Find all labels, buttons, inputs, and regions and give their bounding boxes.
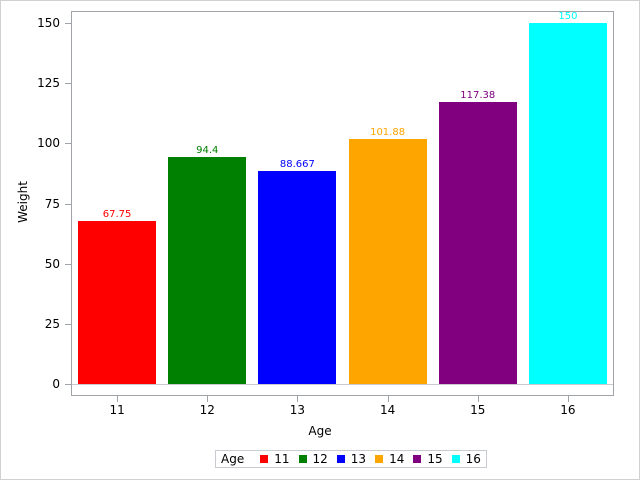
x-tick-label: 16: [560, 403, 576, 417]
legend-title: Age: [221, 452, 245, 466]
bar-age-11[interactable]: [78, 220, 157, 384]
bar-age-16[interactable]: [528, 23, 607, 384]
y-tick: [65, 384, 71, 385]
y-tick: [65, 203, 71, 205]
y-tick-label: 100: [37, 136, 60, 151]
legend-swatch-icon: [451, 455, 460, 463]
y-tick: [65, 83, 71, 85]
x-tick-label: 12: [199, 403, 215, 417]
legend-label: 14: [389, 452, 405, 466]
bar-age-14[interactable]: [348, 138, 427, 384]
y-tick-label: 125: [37, 76, 60, 91]
x-tick-label: 15: [470, 403, 486, 417]
y-tick: [65, 143, 71, 145]
x-tick: [297, 396, 298, 402]
bar-value-label: 117.38: [460, 89, 496, 101]
legend-swatch-icon: [336, 455, 345, 463]
x-tick-label: 13: [289, 403, 306, 417]
y-axis-title: Weight: [16, 181, 30, 223]
x-tick: [478, 396, 479, 402]
x-tick: [207, 396, 208, 402]
bar-value-label: 101.88: [370, 126, 406, 138]
legend-item-16: 16: [451, 452, 481, 466]
y-tick-label: 150: [37, 16, 60, 30]
y-tick-label: 25: [44, 316, 60, 331]
zero-baseline: [72, 384, 613, 385]
legend-swatch-icon: [260, 455, 269, 463]
legend-item-14: 14: [375, 452, 404, 466]
bar-age-12[interactable]: [168, 156, 247, 384]
legend-label: 16: [465, 452, 481, 466]
bar-value-label: 88.667: [279, 158, 315, 170]
legend-swatch-icon: [375, 455, 384, 463]
legend-label: 13: [350, 452, 367, 466]
y-tick: [65, 263, 71, 265]
legend: Age 11 12 13 14 15 16: [215, 450, 487, 468]
x-tick-label: 14: [379, 403, 396, 417]
x-tick: [388, 396, 389, 402]
x-tick: [117, 396, 118, 402]
legend-label: 15: [427, 452, 443, 466]
legend-label: 12: [312, 452, 328, 466]
bar-value-label: 150: [558, 11, 578, 22]
y-tick-label: 75: [44, 196, 60, 211]
y-tick: [65, 23, 71, 24]
legend-swatch-icon: [413, 455, 422, 463]
plot-area: [71, 11, 614, 396]
x-axis-title: Age: [308, 424, 332, 438]
bar-value-label: 94.4: [196, 144, 219, 156]
y-tick: [65, 323, 71, 325]
legend-item-12: 12: [298, 452, 328, 466]
bar-age-15[interactable]: [438, 101, 517, 384]
legend-item-11: 11: [260, 452, 290, 466]
legend-item-13: 13: [336, 452, 367, 466]
y-tick-label: 50: [44, 256, 60, 271]
x-tick: [568, 396, 569, 402]
legend-swatch-icon: [298, 455, 307, 463]
legend-item-15: 15: [413, 452, 443, 466]
bar-value-label: 67.75: [102, 208, 132, 220]
y-tick-label: 0: [52, 377, 60, 391]
legend-label: 11: [274, 452, 290, 466]
bar-age-13[interactable]: [258, 170, 337, 384]
x-tick-label: 11: [109, 403, 125, 417]
